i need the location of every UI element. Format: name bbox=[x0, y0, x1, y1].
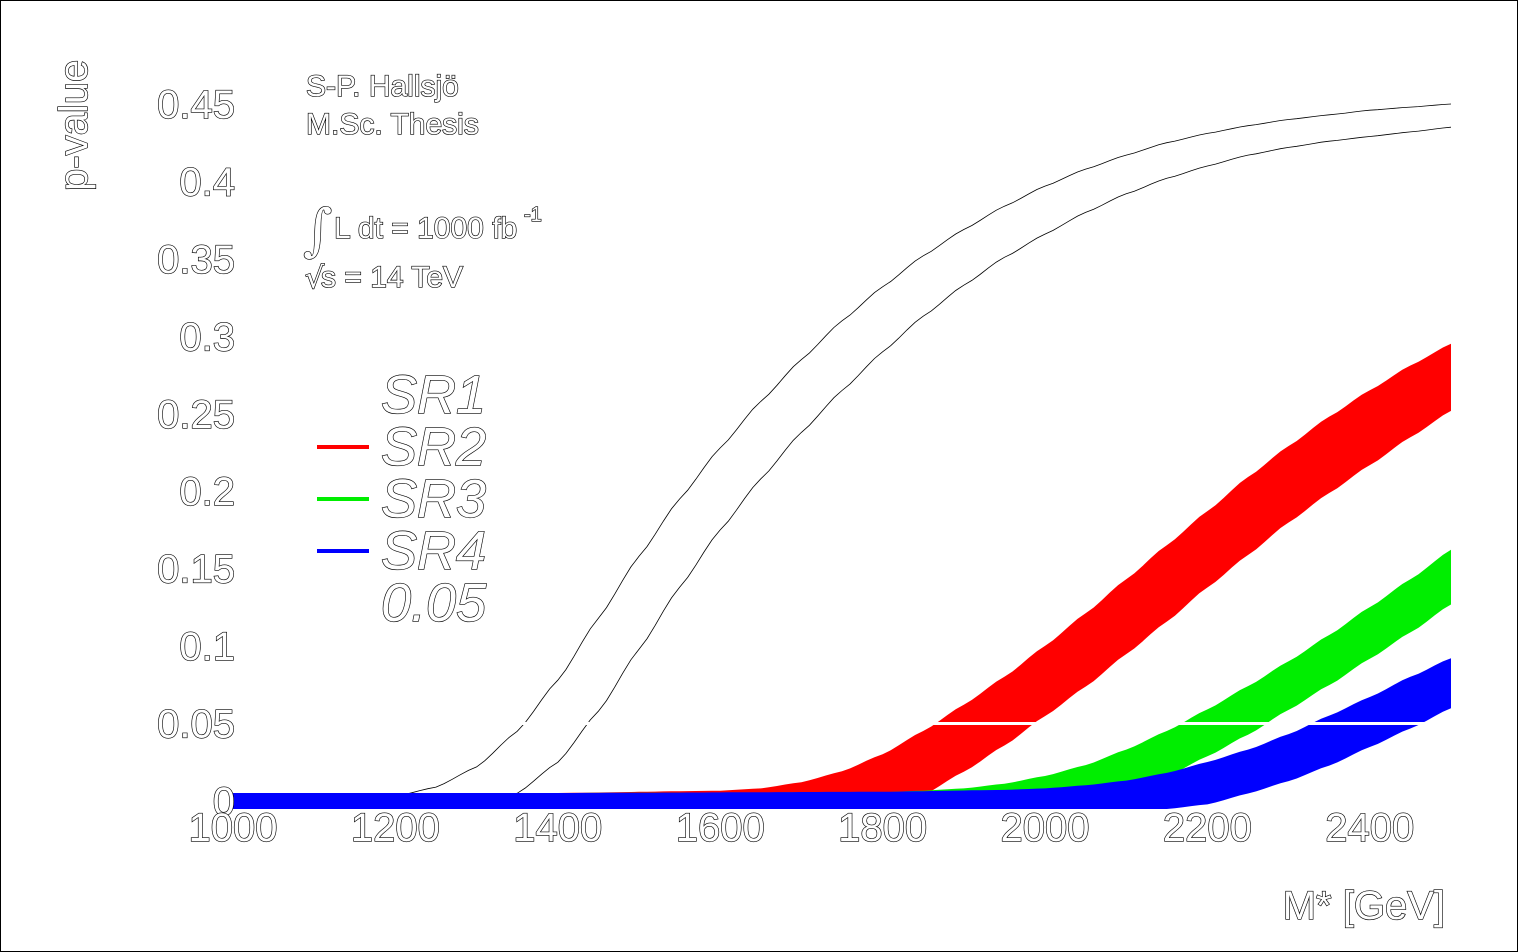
legend-label-sr4: SR4 bbox=[381, 521, 486, 581]
x-tick-label: 2400 bbox=[1325, 806, 1414, 850]
band-sr4 bbox=[233, 658, 1451, 809]
x-tick-label: 1800 bbox=[838, 806, 927, 850]
y-tick-label: 0.45 bbox=[157, 83, 235, 127]
x-tick-label: 1400 bbox=[513, 806, 602, 850]
legend-label-sr2: SR2 bbox=[381, 417, 486, 477]
luminosity-label: L dt = 1000 fb bbox=[334, 212, 517, 245]
y-tick-label: 0.15 bbox=[157, 548, 235, 592]
legend-label-sr3: SR3 bbox=[381, 469, 486, 529]
x-tick-label: 2000 bbox=[1001, 806, 1090, 850]
y-tick-label: 0.1 bbox=[179, 625, 235, 669]
luminosity-exponent: -1 bbox=[524, 204, 542, 226]
sqrt-sign: √ bbox=[305, 261, 325, 296]
y-axis-title: p-value bbox=[52, 60, 96, 191]
x-tick-label: 1000 bbox=[189, 806, 278, 850]
y-tick-label: 0.35 bbox=[157, 238, 235, 282]
band-upper-sr1 bbox=[232, 103, 1452, 802]
energy-label: s = 14 TeV bbox=[321, 261, 463, 294]
integral-sign: ∫ bbox=[303, 198, 332, 263]
y-tick-label: 0.25 bbox=[157, 393, 235, 437]
legend-label-sr1: SR1 bbox=[381, 365, 486, 425]
y-tick-label: 0.4 bbox=[179, 160, 235, 204]
series-bands bbox=[232, 103, 1452, 809]
y-tick-label: 0.3 bbox=[179, 315, 235, 359]
band-sr2 bbox=[233, 343, 1451, 809]
thesis-label: M.Sc. Thesis bbox=[306, 108, 479, 141]
legend-label-0-05: 0.05 bbox=[381, 573, 487, 633]
y-tick-label: 0 bbox=[213, 780, 235, 824]
y-tick-label: 0.2 bbox=[179, 470, 235, 514]
x-tick-label: 1600 bbox=[676, 806, 765, 850]
y-tick-labels: 0 0.05 0.1 0.15 0.2 0.25 0.3 0.35 0.4 0.45 bbox=[156, 82, 235, 824]
x-tick-labels: 1000 1200 1400 1600 1800 2000 2200 2400 bbox=[188, 805, 1415, 850]
annotation-block: S-P. Hallsjö M.Sc. Thesis ∫ L dt = 1000 … bbox=[302, 69, 542, 296]
author-label: S-P. Hallsjö bbox=[306, 70, 459, 103]
x-tick-label: 1200 bbox=[351, 806, 440, 850]
band-sr3 bbox=[233, 549, 1451, 809]
x-tick-label: 2200 bbox=[1163, 806, 1252, 850]
y-tick-label: 0.05 bbox=[157, 703, 235, 747]
x-axis-title: M* [GeV] bbox=[1283, 884, 1445, 928]
